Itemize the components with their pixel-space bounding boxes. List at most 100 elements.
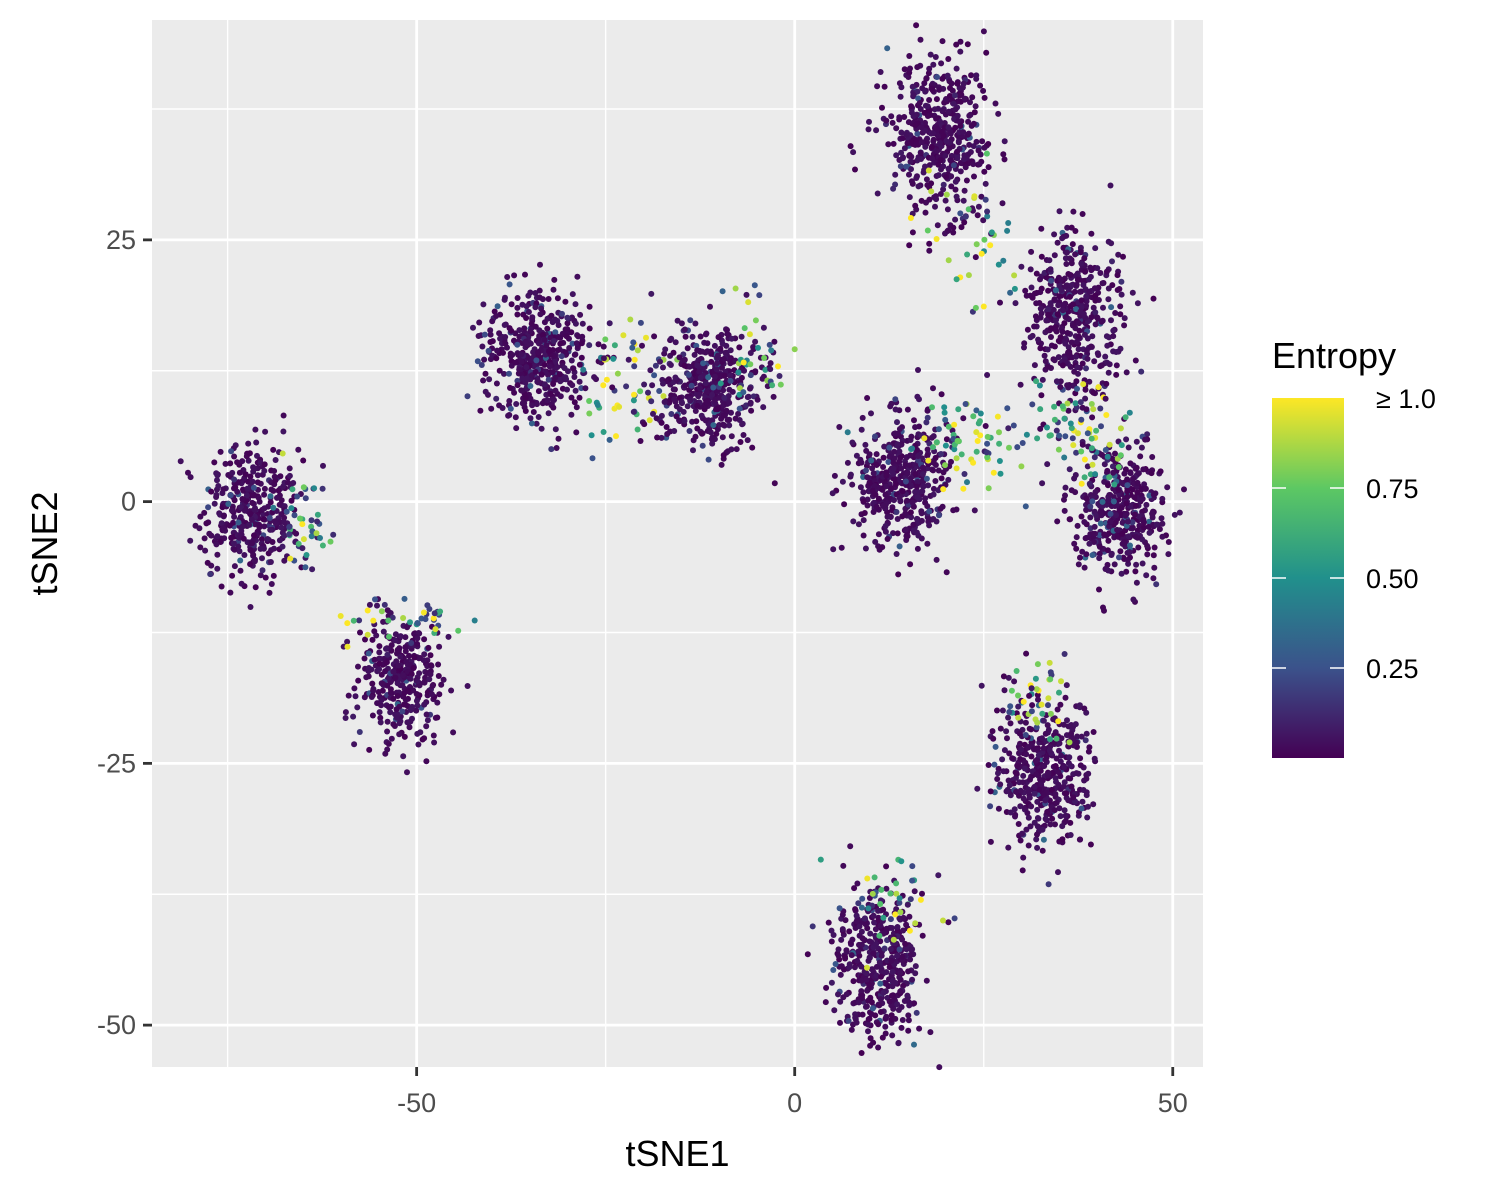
data-point <box>733 446 740 453</box>
data-point <box>1023 751 1030 758</box>
data-point <box>1063 682 1070 689</box>
data-point <box>230 540 237 547</box>
data-point <box>1040 791 1047 798</box>
data-point <box>973 429 980 436</box>
data-point <box>243 492 250 499</box>
data-point <box>1094 265 1101 272</box>
data-point <box>1107 492 1114 498</box>
data-point <box>928 85 935 92</box>
data-point <box>1088 314 1095 321</box>
data-point <box>740 432 747 438</box>
data-point <box>855 999 862 1006</box>
data-point <box>1077 244 1084 251</box>
data-point <box>923 977 930 984</box>
data-point <box>1020 795 1027 802</box>
data-point <box>1088 435 1095 442</box>
data-point <box>752 317 759 324</box>
data-point <box>944 72 951 79</box>
data-point <box>999 756 1006 763</box>
data-point <box>950 100 957 107</box>
data-point <box>554 364 561 371</box>
data-point <box>1067 775 1074 782</box>
data-point <box>1047 821 1054 828</box>
data-point <box>973 407 980 414</box>
data-point <box>1088 343 1095 350</box>
data-point <box>1086 378 1093 385</box>
data-point <box>1084 814 1091 821</box>
data-point <box>378 680 385 687</box>
data-point <box>1059 302 1066 309</box>
data-point <box>922 88 929 95</box>
data-point <box>415 630 422 636</box>
data-point <box>1084 463 1091 470</box>
data-point <box>885 459 892 465</box>
data-point <box>1005 220 1012 226</box>
data-point <box>1052 287 1059 294</box>
data-point <box>902 478 909 485</box>
data-point <box>300 536 307 543</box>
data-point <box>658 419 665 426</box>
data-point <box>228 534 235 541</box>
data-point <box>975 147 982 154</box>
data-point <box>1037 406 1044 413</box>
data-point <box>578 340 585 347</box>
data-point <box>1053 427 1060 434</box>
data-point <box>968 72 975 79</box>
data-point <box>1017 756 1024 762</box>
data-point <box>1087 264 1094 271</box>
data-point <box>1024 326 1031 333</box>
data-point <box>1151 544 1158 551</box>
data-point <box>879 486 886 493</box>
data-point <box>1123 436 1130 443</box>
data-point <box>631 356 638 363</box>
data-point <box>777 381 784 388</box>
data-point <box>1013 788 1020 795</box>
data-point <box>1059 328 1066 335</box>
data-point <box>1105 567 1112 574</box>
data-point <box>1087 841 1094 848</box>
data-point <box>933 556 940 563</box>
data-point <box>771 480 778 487</box>
data-point <box>1015 821 1022 827</box>
data-point <box>898 1024 905 1031</box>
data-point <box>571 351 578 358</box>
data-point <box>897 163 904 170</box>
data-point <box>1116 554 1122 561</box>
data-point <box>735 369 742 376</box>
data-point <box>651 372 658 379</box>
data-point <box>978 682 985 689</box>
data-point <box>1067 272 1074 278</box>
data-point <box>1051 252 1058 259</box>
data-point <box>246 450 253 457</box>
data-point <box>529 402 536 409</box>
data-point <box>620 332 627 339</box>
data-point <box>240 496 246 503</box>
data-point <box>1006 782 1013 789</box>
data-point <box>1054 518 1061 525</box>
data-point <box>281 514 288 521</box>
data-point <box>903 131 910 138</box>
data-point <box>749 444 756 451</box>
data-point <box>1066 739 1073 746</box>
data-point <box>869 890 876 897</box>
data-point <box>1022 732 1029 738</box>
data-point <box>532 368 539 375</box>
data-point <box>981 94 988 101</box>
data-point <box>434 699 441 706</box>
data-point <box>422 616 429 623</box>
data-point <box>1090 801 1097 808</box>
data-point <box>1124 493 1131 500</box>
data-point <box>1017 381 1024 388</box>
data-point <box>946 93 953 99</box>
data-point <box>1065 407 1072 414</box>
data-point <box>1006 750 1013 757</box>
data-point <box>217 448 224 455</box>
data-point <box>1107 182 1114 189</box>
data-point <box>858 988 865 995</box>
data-point <box>913 1009 920 1016</box>
data-point <box>995 770 1001 777</box>
data-point <box>1099 280 1106 287</box>
data-point <box>681 326 688 333</box>
data-point <box>1028 248 1035 255</box>
data-point <box>715 334 722 341</box>
